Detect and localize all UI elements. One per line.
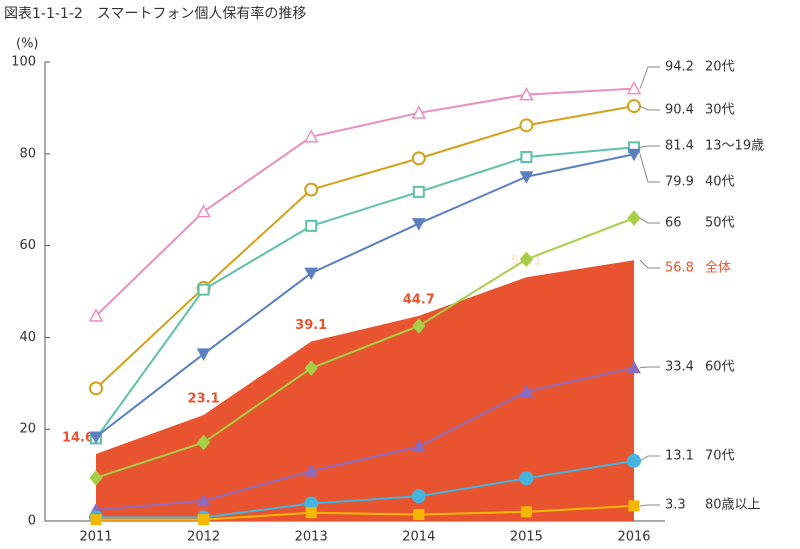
leader-line	[639, 105, 660, 111]
x-tick-label: 2011	[79, 530, 112, 545]
marker	[411, 151, 426, 166]
marker	[89, 470, 103, 486]
end-value-label: 3.3	[665, 498, 686, 513]
x-tick-label: 2012	[187, 530, 220, 545]
end-value-label: 33.4	[665, 360, 694, 375]
data-label: 44.7	[403, 292, 435, 307]
marker	[197, 283, 210, 296]
marker	[413, 509, 425, 521]
end-value-label: 79.9	[665, 175, 694, 190]
y-tick-label: 0	[28, 514, 36, 529]
line	[95, 153, 635, 438]
marker	[412, 318, 426, 334]
marker	[303, 129, 319, 143]
series-label: 30代	[705, 103, 735, 118]
line	[96, 504, 635, 521]
line	[95, 87, 635, 317]
leader-line	[639, 154, 660, 183]
leader-line	[639, 217, 660, 224]
line	[96, 459, 635, 519]
marker	[627, 210, 641, 226]
y-tick-label: 60	[19, 238, 36, 253]
marker	[304, 360, 318, 376]
x-tick-label: 2016	[617, 530, 650, 545]
marker	[627, 99, 641, 114]
x-tick-label: 2015	[510, 530, 543, 545]
marker	[412, 185, 425, 198]
marker	[520, 506, 532, 518]
series-label: 50代	[705, 216, 735, 231]
data-label: 39.1	[295, 318, 327, 333]
end-value-label: 56.8	[665, 261, 694, 276]
marker	[519, 471, 534, 486]
leader-line	[639, 504, 660, 507]
marker	[88, 308, 104, 322]
marker	[196, 204, 211, 218]
marker	[626, 81, 642, 95]
marker	[520, 151, 533, 164]
y-tick-label: 20	[19, 422, 36, 437]
series-label: 13～19歳	[705, 139, 764, 154]
marker	[304, 182, 319, 197]
marker	[89, 431, 103, 445]
marker	[519, 251, 534, 268]
chart-title: 図表1-1-1-2 スマートフォン個人保有率の推移	[4, 5, 306, 22]
end-value-label: 66	[665, 216, 682, 231]
marker	[304, 267, 319, 281]
marker	[519, 87, 534, 101]
series-label: 80歳以上	[705, 498, 761, 513]
marker	[627, 453, 641, 468]
y-tick-label: 100	[11, 55, 36, 70]
marker	[628, 500, 640, 512]
end-value-label: 81.4	[665, 139, 694, 154]
marker	[196, 434, 211, 451]
end-value-label: 13.1	[665, 449, 694, 464]
line	[95, 217, 635, 479]
marker	[411, 105, 427, 119]
end-value-label: 94.2	[665, 60, 694, 75]
marker	[304, 463, 319, 477]
marker	[519, 384, 534, 398]
marker	[305, 219, 318, 232]
marker	[411, 439, 426, 453]
marker	[627, 148, 641, 162]
series-label: 40代	[705, 175, 735, 190]
line	[95, 105, 635, 390]
x-tick-label: 2013	[295, 530, 328, 545]
marker	[519, 171, 534, 184]
marker	[198, 514, 210, 526]
y-tick-label: 80	[19, 146, 36, 161]
marker	[90, 514, 102, 526]
series-label: 60代	[705, 360, 735, 375]
data-label: 14.6	[62, 430, 94, 445]
area	[96, 260, 634, 521]
series-label: 70代	[705, 449, 735, 464]
line	[95, 146, 635, 439]
series-label: 20代	[705, 60, 735, 75]
marker	[196, 493, 211, 507]
leader-line	[639, 259, 660, 269]
y-tick-label: 40	[19, 330, 36, 345]
line	[95, 366, 635, 511]
marker	[411, 489, 426, 504]
leader-line	[639, 66, 660, 89]
marker	[519, 118, 534, 133]
marker	[305, 507, 317, 519]
y-axis-label: (%)	[16, 37, 39, 52]
marker	[196, 348, 211, 361]
data-label: 23.1	[188, 391, 220, 406]
leader-line	[639, 455, 660, 462]
series-label: 全体	[705, 260, 731, 276]
marker	[627, 360, 641, 374]
marker	[89, 381, 103, 396]
marker	[411, 218, 426, 231]
end-value-label: 90.4	[665, 103, 694, 118]
x-tick-label: 2014	[402, 530, 435, 545]
leader-line	[639, 145, 660, 148]
leader-line	[639, 366, 660, 369]
